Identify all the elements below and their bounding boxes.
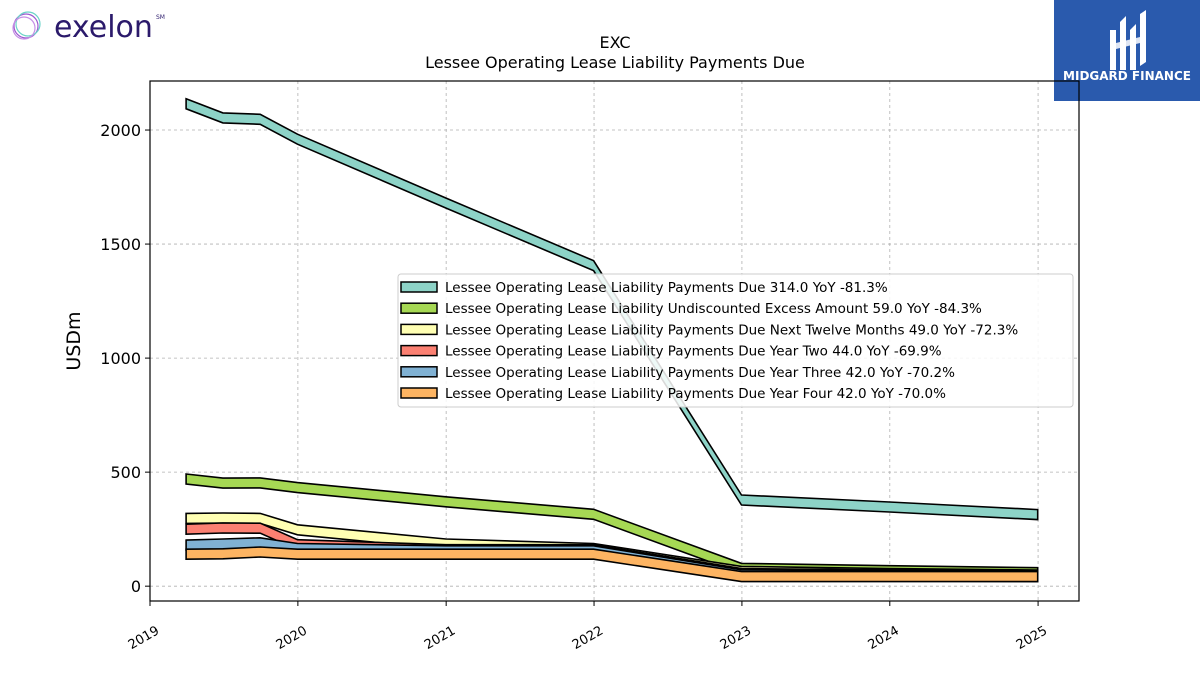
midgard-finance-logo: MIDGARD FINANCE [1054,0,1200,101]
y-tick-label: 1000 [100,349,141,368]
x-tick-label: 2023 [718,623,754,653]
exelon-service-mark: SM [156,14,165,21]
y-tick-label: 2000 [100,121,141,140]
y-tick-label: 1500 [100,235,141,254]
legend-swatch [400,344,438,357]
legend-entry: Lessee Operating Lease Liability Payment… [445,386,946,402]
chart-subtitle: Lessee Operating Lease Liability Payment… [425,53,805,72]
x-tick-label: 2022 [570,623,606,653]
y-tick-label: 0 [131,577,141,596]
midgard-logo-background [1054,0,1200,101]
legend-swatch [400,323,438,336]
legend-entry: Lessee Operating Lease Liability Payment… [445,365,955,381]
x-tick-label: 2024 [866,623,902,653]
midgard-wordmark: MIDGARD FINANCE [1063,69,1191,83]
series-band [185,546,1039,583]
legend-swatch [400,387,438,399]
y-axis: 0 500 1000 1500 2000 [100,121,150,596]
legend-swatch [400,366,438,378]
y-tick-label: 500 [110,463,141,482]
plot-frame [149,80,1080,602]
legend-entry: Lessee Operating Lease Liability Payment… [445,344,942,360]
chart-title: EXC [599,33,630,52]
x-tick-label: 2025 [1014,623,1050,653]
exelon-wordmark: exelon [54,10,153,45]
exelon-logo: exelon SM [12,10,165,45]
legend: Lessee Operating Lease Liability Payment… [397,273,1074,408]
series-band [185,97,1039,521]
x-tick-label: 2020 [274,623,310,653]
area-series [185,97,1039,583]
x-axis: 2019 2020 2021 2022 2023 2024 2025 [126,601,1050,653]
legend-entry: Lessee Operating Lease Liability Payment… [445,322,1018,338]
legend-swatch [400,302,438,314]
legend-box [397,273,1074,408]
x-tick-label: 2021 [422,623,458,653]
legend-entry: Lessee Operating Lease Liability Undisco… [445,301,982,317]
midgard-monogram-icon [1110,10,1146,70]
exelon-flower-icon [12,11,41,40]
y-axis-label: USDm [63,311,85,370]
legend-swatch [400,281,438,293]
legend-entry: Lessee Operating Lease Liability Payment… [445,280,888,296]
x-tick-label: 2019 [126,623,162,653]
